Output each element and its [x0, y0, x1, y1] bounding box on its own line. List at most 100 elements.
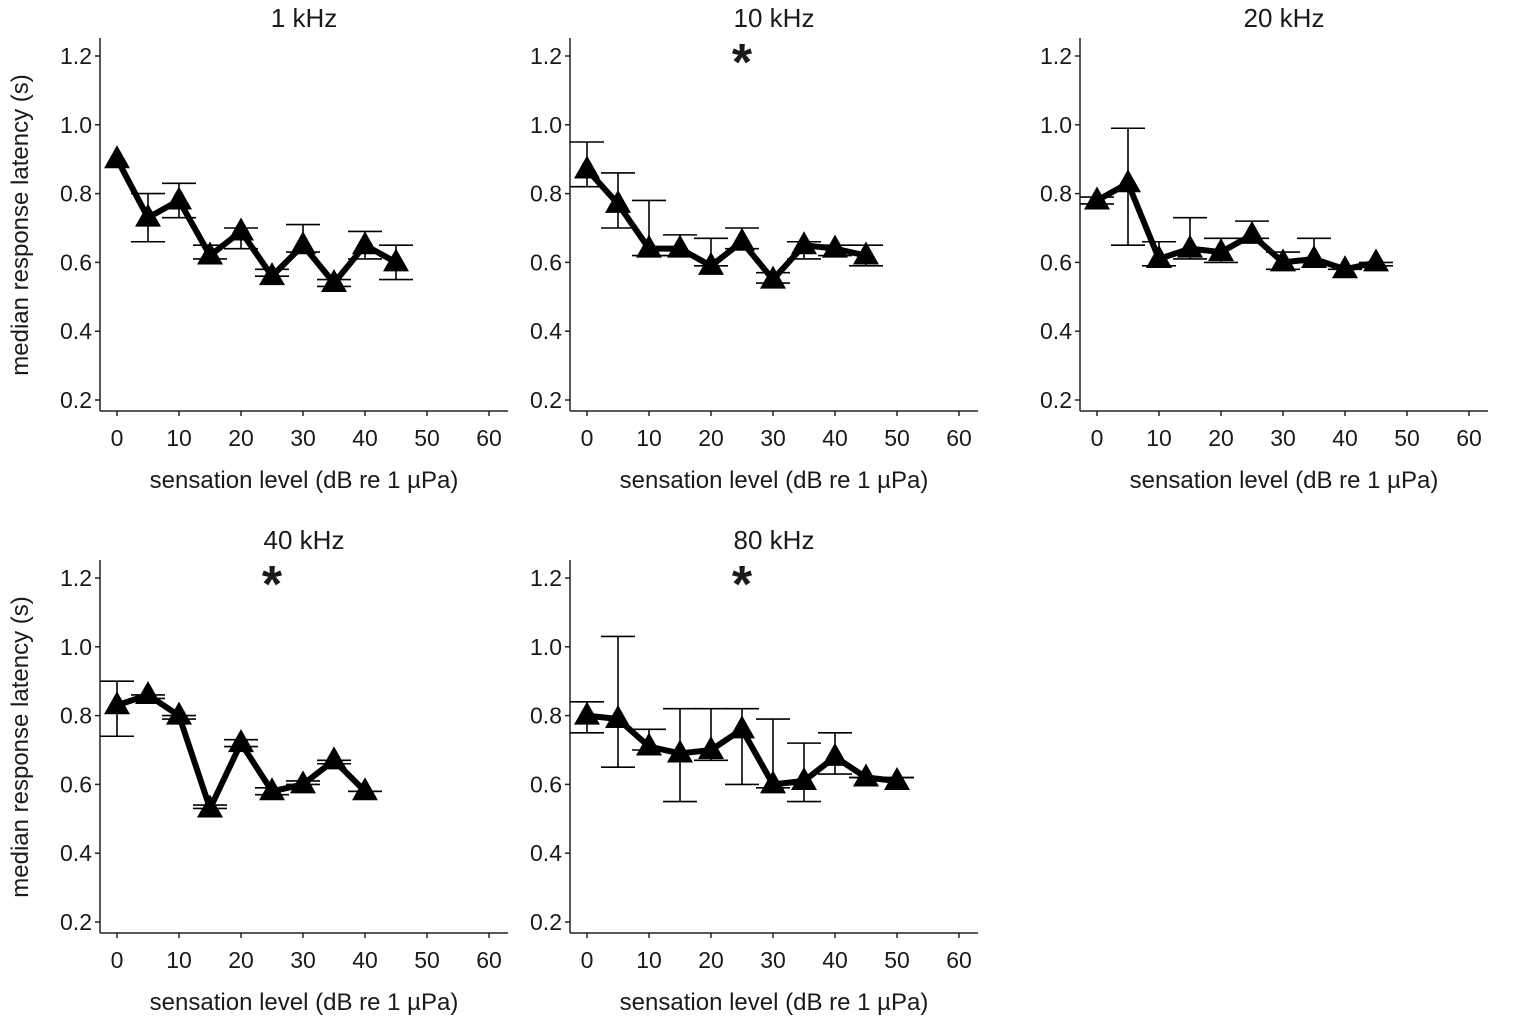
y-tick-label: 1.2: [530, 43, 562, 69]
data-point-triangle: [104, 145, 130, 169]
x-tick-label: 40: [1332, 425, 1358, 451]
data-point-triangle: [574, 155, 600, 179]
x-tick-label: 40: [822, 947, 848, 973]
data-point-triangle: [667, 234, 693, 258]
y-tick-label: 1.2: [60, 565, 92, 591]
data-point-triangle: [197, 794, 223, 818]
x-tick-label: 10: [636, 425, 662, 451]
data-point-triangle: [166, 186, 192, 210]
panel-title: 20 kHz: [1244, 3, 1325, 33]
data-point-triangle: [228, 729, 254, 753]
y-tick-label: 1.0: [1040, 112, 1072, 138]
data-point-triangle: [574, 701, 600, 725]
x-tick-label: 30: [1270, 425, 1296, 451]
data-point-triangle: [791, 231, 817, 255]
data-point-triangle: [290, 770, 316, 794]
y-tick-label: 0.8: [60, 181, 92, 207]
data-point-triangle: [605, 705, 631, 729]
y-tick-label: 0.8: [1040, 181, 1072, 207]
data-point-triangle: [166, 701, 192, 725]
x-tick-label: 10: [1146, 425, 1172, 451]
y-tick-label: 1.2: [530, 565, 562, 591]
data-point-triangle: [1208, 238, 1234, 262]
series-line: [584, 167, 867, 283]
x-axis-label: sensation level (dB re 1 µPa): [150, 467, 459, 494]
series-line: [1095, 180, 1377, 273]
panel-title: 80 kHz: [734, 525, 815, 555]
data-point-triangle: [321, 269, 347, 293]
x-tick-label: 20: [698, 947, 724, 973]
data-point-triangle: [290, 231, 316, 255]
y-tick-label: 1.2: [1040, 43, 1072, 69]
data-point-triangle: [1332, 255, 1358, 279]
x-tick-label: 30: [290, 947, 316, 973]
data-point-triangle: [667, 739, 693, 763]
x-tick-label: 20: [228, 947, 254, 973]
significance-asterisk: *: [262, 556, 283, 614]
x-tick-label: 0: [111, 947, 124, 973]
data-point-triangle: [383, 248, 409, 272]
data-point-triangle: [228, 217, 254, 241]
x-tick-label: 60: [476, 425, 502, 451]
data-point-triangle: [259, 777, 285, 801]
x-tick-label: 0: [581, 425, 594, 451]
x-tick-label: 20: [228, 425, 254, 451]
x-tick-label: 40: [352, 947, 378, 973]
y-tick-label: 0.8: [530, 703, 562, 729]
y-tick-label: 0.4: [530, 318, 562, 344]
x-tick-label: 60: [1456, 425, 1482, 451]
data-point-triangle: [1084, 186, 1110, 210]
y-tick-label: 0.2: [60, 909, 92, 935]
x-axis-label: sensation level (dB re 1 µPa): [150, 989, 459, 1016]
x-tick-label: 60: [946, 947, 972, 973]
y-tick-label: 0.6: [530, 249, 562, 275]
data-point-triangle: [104, 691, 130, 715]
x-tick-label: 0: [581, 947, 594, 973]
data-point-triangle: [605, 189, 631, 213]
y-tick-label: 0.6: [530, 771, 562, 797]
x-tick-label: 50: [1394, 425, 1420, 451]
y-tick-label: 0.4: [60, 840, 92, 866]
data-point-triangle: [1270, 248, 1296, 272]
data-point-triangle: [1239, 220, 1265, 244]
data-point-triangle: [1177, 234, 1203, 258]
panel-title: 10 kHz: [734, 3, 815, 33]
data-point-triangle: [791, 766, 817, 790]
x-tick-label: 60: [946, 425, 972, 451]
x-tick-label: 0: [111, 425, 124, 451]
data-point-triangle: [884, 766, 910, 790]
y-tick-label: 0.6: [60, 771, 92, 797]
y-tick-label: 0.8: [530, 181, 562, 207]
data-point-triangle: [321, 746, 347, 770]
panel-10-khz: 0.2 0.4 0.6 0.8 1.0 1.2 0 10 20 30 40 50 60 sensation…: [530, 3, 978, 494]
x-tick-label: 10: [166, 947, 192, 973]
y-tick-label: 0.4: [1040, 318, 1072, 344]
panel-80-khz: 0.2 0.4 0.6 0.8 1.0 1.2 0 10 20 30 40 50 60 sensation…: [530, 525, 978, 1016]
y-tick-label: 1.2: [60, 43, 92, 69]
x-axis-label: sensation level (dB re 1 µPa): [1130, 467, 1439, 494]
significance-asterisk: *: [732, 556, 753, 614]
data-point-triangle: [259, 262, 285, 286]
data-point-triangle: [822, 234, 848, 258]
data-point-triangle: [1363, 248, 1389, 272]
x-tick-label: 10: [636, 947, 662, 973]
y-tick-label: 1.0: [530, 634, 562, 660]
y-tick-label: 1.0: [60, 112, 92, 138]
y-tick-label: 0.2: [60, 387, 92, 413]
data-point-triangle: [135, 203, 161, 227]
x-tick-label: 50: [884, 425, 910, 451]
x-tick-label: 0: [1091, 425, 1104, 451]
x-axis-label: sensation level (dB re 1 µPa): [620, 989, 929, 1016]
data-point-triangle: [1146, 244, 1172, 268]
panel-40-khz: 0.2 0.4 0.6 0.8 1.0 1.2 0 10 20 30 40 50 60 sensation…: [7, 525, 508, 1016]
y-tick-label: 0.4: [60, 318, 92, 344]
data-point-triangle: [135, 680, 161, 704]
x-tick-label: 20: [1208, 425, 1234, 451]
data-point-triangle: [698, 736, 724, 759]
data-point-triangle: [853, 241, 879, 265]
y-tick-label: 0.2: [530, 909, 562, 935]
y-tick-label: 0.6: [60, 249, 92, 275]
y-tick-label: 0.2: [1040, 387, 1072, 413]
data-point-triangle: [729, 715, 755, 739]
